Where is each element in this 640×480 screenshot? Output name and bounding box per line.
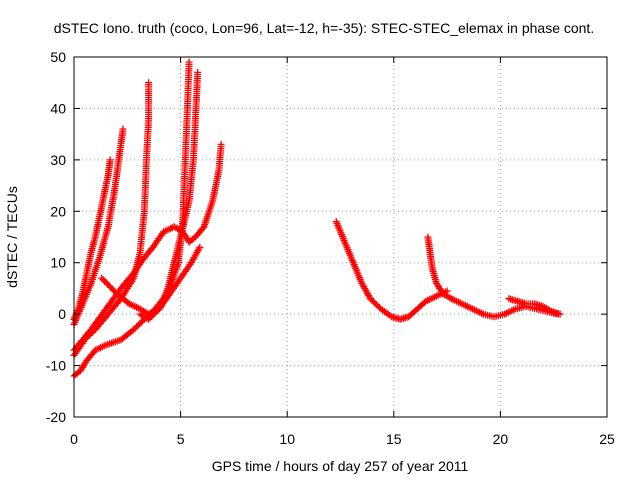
- series-arc-9: [424, 233, 562, 321]
- y-tick-label: -10: [46, 358, 66, 374]
- grid-lines: [74, 57, 607, 417]
- x-tick-label: 5: [177, 431, 185, 447]
- y-tick-label: 0: [58, 306, 66, 322]
- axis-ticks: 0 5 10 15 20 25 -20 -10 0 10 20 30 40 50: [46, 49, 615, 447]
- y-tick-label: 50: [50, 49, 66, 65]
- series-arc-10: [505, 295, 564, 318]
- plot-frame: [73, 56, 608, 418]
- data-markers: [136, 243, 204, 323]
- y-tick-label: 40: [50, 100, 66, 116]
- x-tick-label: 25: [599, 431, 615, 447]
- y-tick-label: -20: [46, 409, 66, 425]
- chart-title: dSTEC Iono. truth (coco, Lon=96, Lat=-12…: [54, 20, 594, 36]
- x-tick-label: 20: [493, 431, 509, 447]
- y-tick-label: 20: [50, 203, 66, 219]
- y-tick-label: 30: [50, 152, 66, 168]
- data-markers: [332, 218, 451, 323]
- data-series: [70, 58, 564, 380]
- series-arc-8: [332, 218, 451, 323]
- x-axis-label: GPS time / hours of day 257 of year 2011: [212, 458, 469, 474]
- series-arc-7: [136, 243, 204, 323]
- x-tick-label: 0: [70, 431, 78, 447]
- y-axis-label: dSTEC / TECUs: [4, 186, 20, 288]
- data-markers: [505, 295, 564, 318]
- data-markers: [424, 233, 562, 321]
- x-tick-label: 15: [386, 431, 402, 447]
- y-tick-label: 10: [50, 255, 66, 271]
- x-tick-label: 10: [279, 431, 295, 447]
